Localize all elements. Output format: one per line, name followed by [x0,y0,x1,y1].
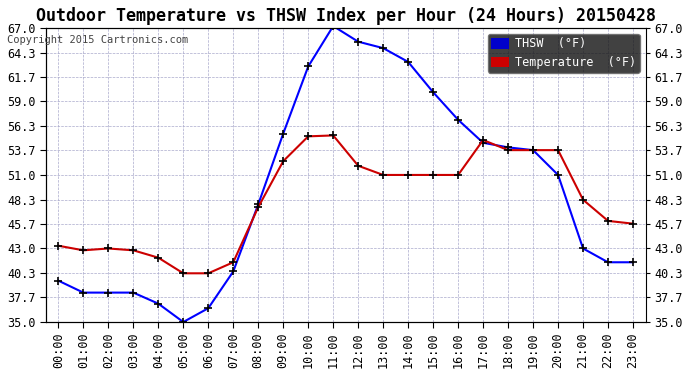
Text: Copyright 2015 Cartronics.com: Copyright 2015 Cartronics.com [7,35,188,45]
Legend: THSW  (°F), Temperature  (°F): THSW (°F), Temperature (°F) [488,34,640,73]
Title: Outdoor Temperature vs THSW Index per Hour (24 Hours) 20150428: Outdoor Temperature vs THSW Index per Ho… [36,7,655,25]
